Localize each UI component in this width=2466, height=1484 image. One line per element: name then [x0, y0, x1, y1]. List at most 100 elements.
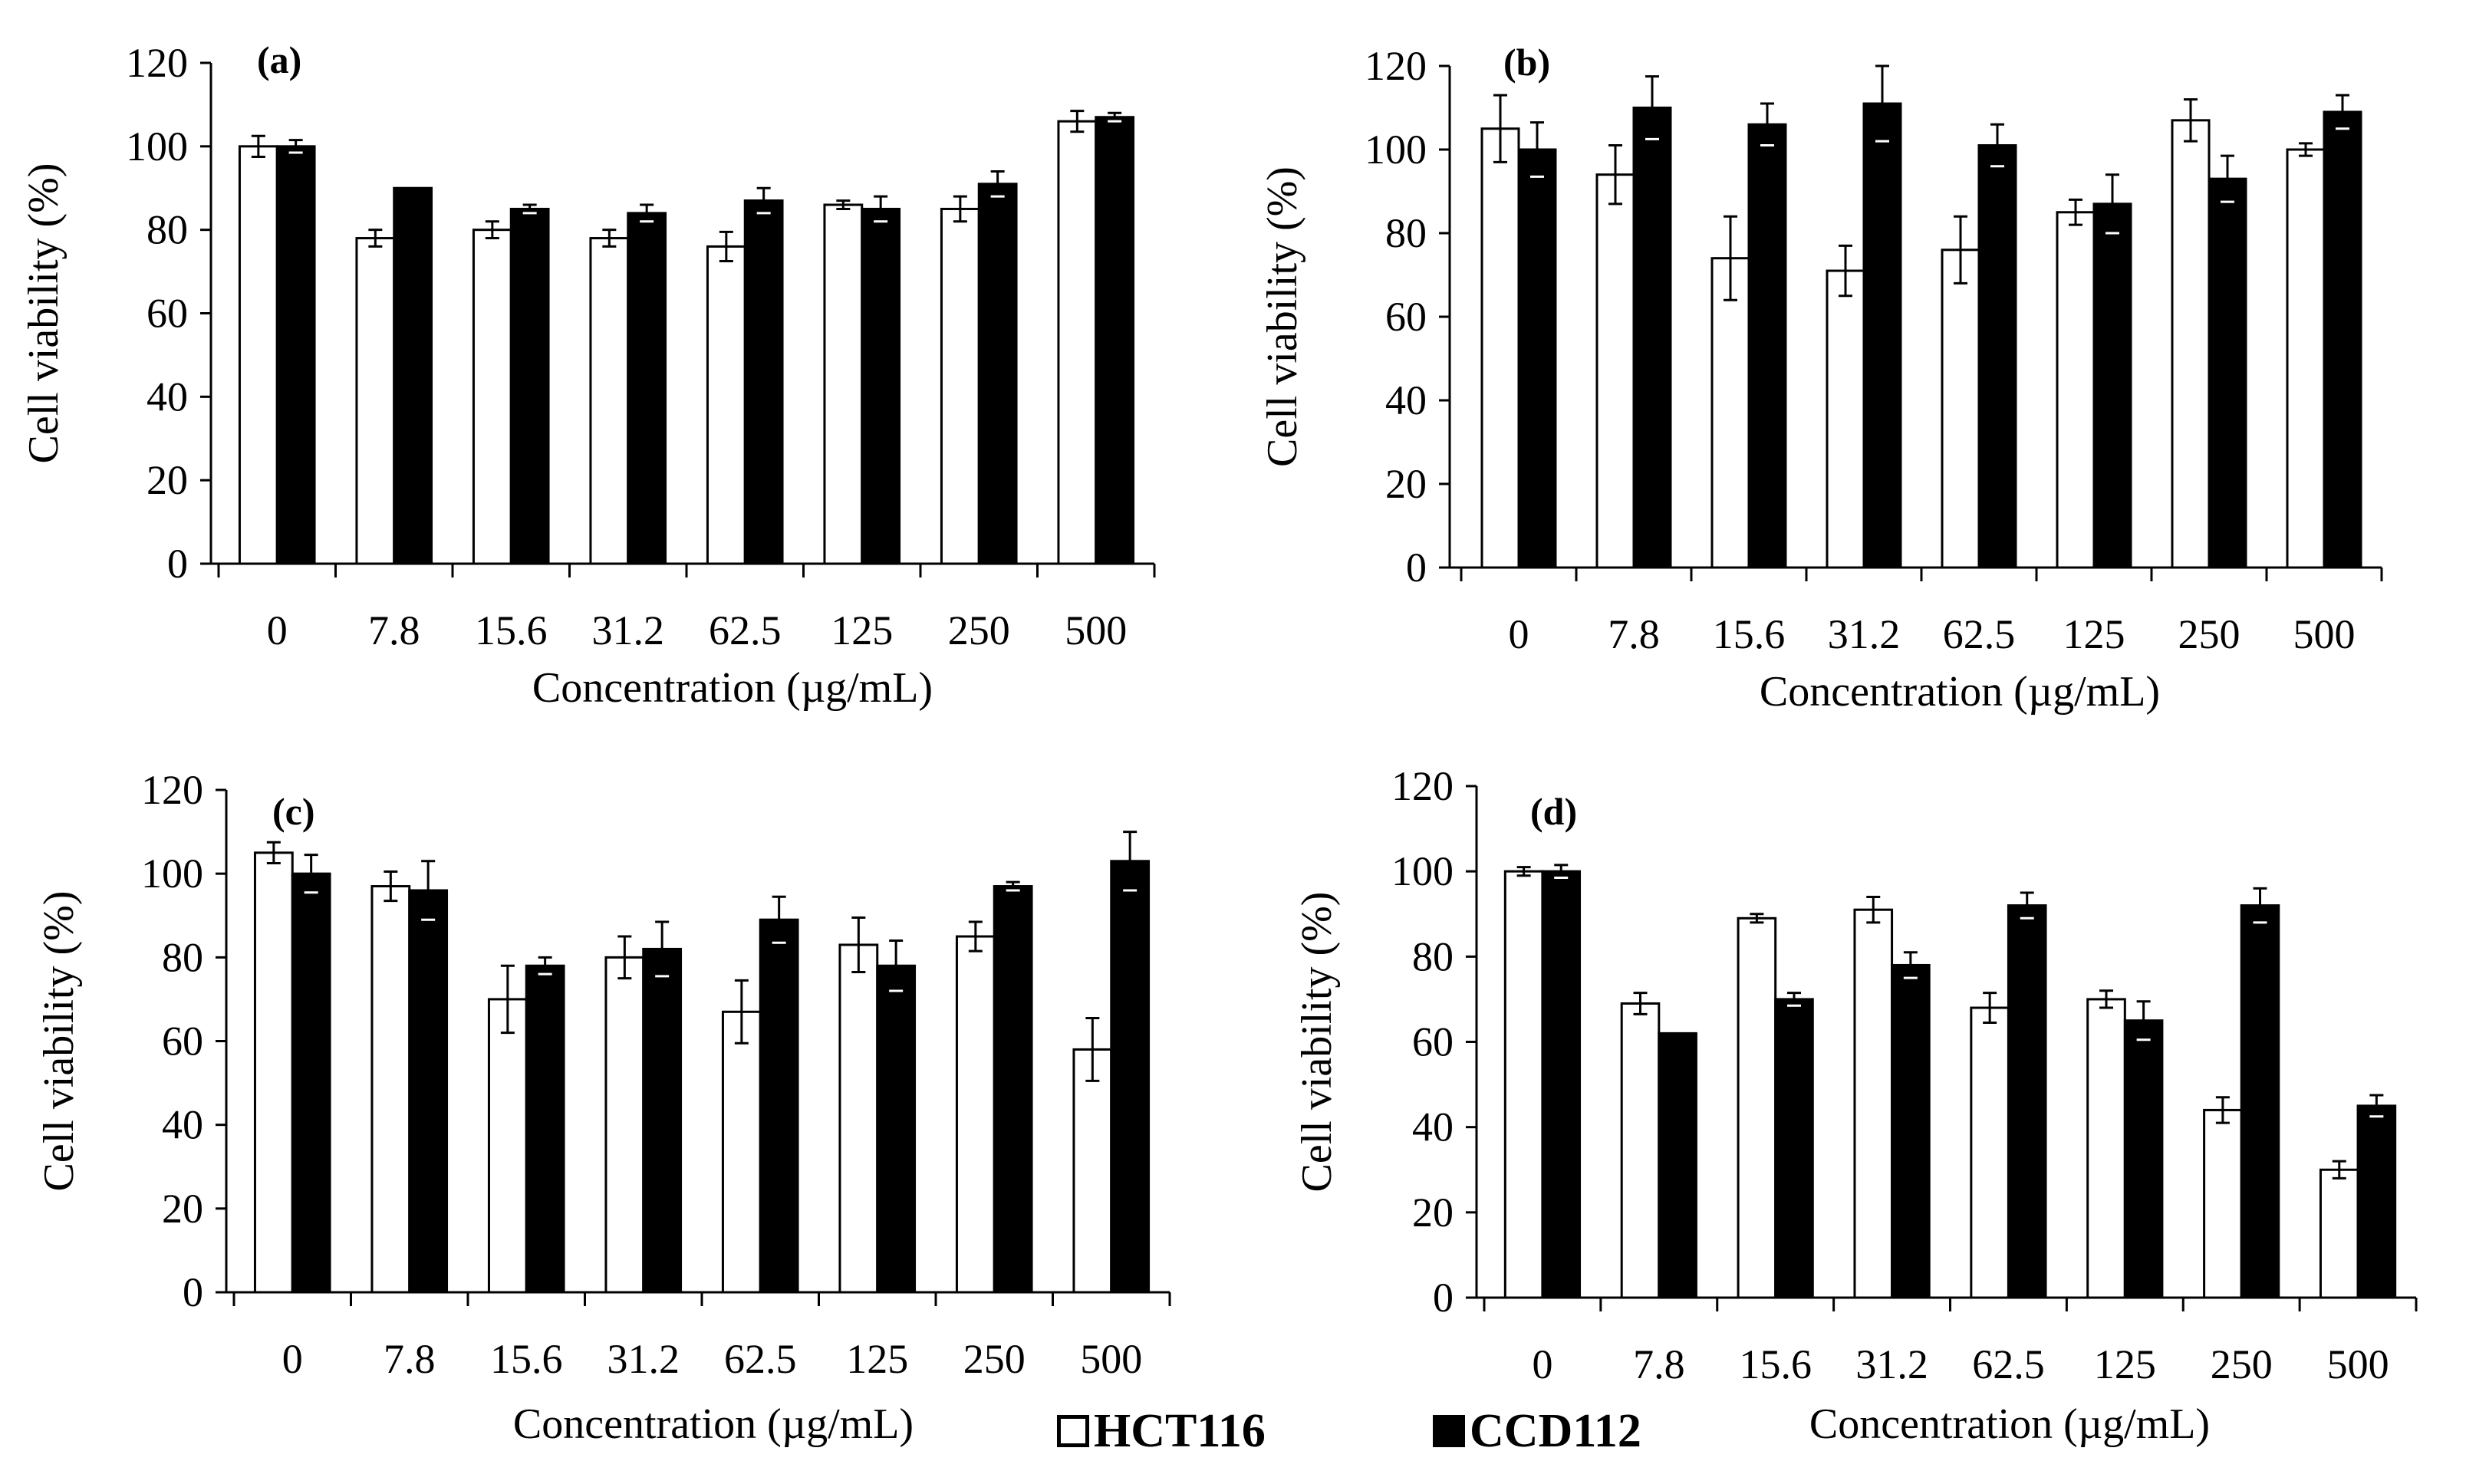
y-tick-label: 120	[1365, 43, 1427, 89]
error-bar	[734, 979, 749, 1045]
legend-label-hct116: HCT116	[1094, 1404, 1266, 1457]
y-tick-label: 0	[183, 1269, 203, 1315]
x-tick-label: 0	[267, 607, 288, 653]
x-tick-label: 250	[963, 1336, 1026, 1382]
bar-hct116	[823, 203, 864, 565]
error-bar	[640, 203, 654, 223]
bar-hct116	[2086, 998, 2126, 1299]
bar-ccd112	[291, 872, 331, 1294]
error-bar	[1516, 866, 1531, 877]
x-tick-label: 15.6	[1713, 611, 1786, 657]
y-tick-label: 60	[147, 291, 188, 337]
error-bar	[1006, 880, 1020, 892]
error-bar	[1903, 951, 1918, 979]
error-bar	[368, 229, 383, 248]
bar-hct116	[1826, 269, 1865, 569]
error-bar	[1493, 94, 1507, 163]
error-bar	[2215, 1096, 2230, 1124]
error-bar	[1954, 215, 1967, 285]
y-tick-label: 120	[1391, 763, 1454, 809]
bar-ccd112	[1862, 102, 1902, 569]
chart-panel-c: 0 20 40 60 80 100 120 0 7.8 15.6 31.2 62.5 125 250 500…	[35, 767, 1171, 1448]
error-bar	[500, 964, 515, 1035]
panel-label: (b)	[1503, 41, 1550, 84]
error-bar	[1070, 110, 1085, 133]
bar-hct116	[1970, 1006, 2010, 1299]
legend-label-ccd112: CCD112	[1470, 1404, 1641, 1457]
error-bar	[522, 203, 537, 215]
error-bar	[1608, 144, 1622, 206]
error-bar	[2020, 891, 2034, 920]
x-tick-label: 31.2	[1828, 611, 1901, 657]
error-bar	[485, 220, 499, 240]
y-tick-label: 100	[126, 123, 188, 169]
bar-ccd112	[1977, 144, 2017, 569]
x-tick-label: 0	[282, 1336, 303, 1382]
x-tick-label: 62.5	[1972, 1341, 2045, 1387]
x-tick-label: 7.8	[384, 1336, 436, 1382]
error-bar	[1645, 75, 1659, 140]
error-bar	[602, 229, 617, 248]
error-bar	[836, 199, 851, 210]
x-tick-label: 15.6	[1739, 1341, 1812, 1387]
error-bar	[1633, 992, 1648, 1015]
bar-ccd112	[627, 212, 667, 565]
y-tick-label: 100	[141, 851, 203, 897]
y-axis-title: Cell viability (%)	[1259, 166, 1306, 467]
y-tick-label: 40	[162, 1102, 203, 1148]
bar-hct116	[1072, 1048, 1113, 1294]
bar-hct116	[1057, 120, 1098, 565]
error-bar	[968, 920, 983, 953]
error-bar	[2253, 887, 2267, 924]
chart-panel-a: 0 20 40 60 80 100 120 0 7.8 15.6 31.2 62.5 125 250 500…	[20, 38, 1156, 712]
bar-ccd112	[743, 199, 784, 565]
error-bar	[1108, 111, 1122, 123]
panel-label: (a)	[257, 38, 301, 81]
error-bar	[1554, 864, 1569, 880]
error-bar	[266, 841, 281, 865]
error-bar	[617, 935, 632, 980]
bar-hct116	[940, 207, 980, 565]
error-bar	[1786, 992, 1801, 1007]
y-tick-label: 20	[1385, 461, 1427, 507]
error-bar	[851, 916, 866, 973]
panel-label: (d)	[1530, 790, 1577, 833]
bar-ccd112	[509, 207, 550, 565]
bar-hct116	[1480, 127, 1520, 569]
x-tick-label: 500	[1080, 1336, 1142, 1382]
y-axis-title: Cell viability (%)	[20, 163, 67, 464]
legend-hct116: HCT116	[1057, 1400, 1266, 1462]
error-bar	[538, 956, 552, 976]
x-tick-label: 31.2	[592, 607, 665, 653]
bar-ccd112	[759, 918, 799, 1294]
bar-ccd112	[977, 183, 1018, 565]
x-tick-label: 62.5	[709, 607, 782, 653]
bar-hct116	[238, 145, 278, 565]
bar-ccd112	[2356, 1104, 2397, 1299]
x-tick-label: 15.6	[475, 607, 548, 653]
error-bar	[1875, 64, 1889, 143]
y-tick-label: 40	[1385, 377, 1427, 423]
y-tick-label: 80	[1412, 933, 1454, 979]
error-bar	[1839, 244, 1852, 298]
bar-hct116	[589, 237, 630, 565]
error-bar	[2336, 94, 2349, 130]
x-tick-label: 15.6	[490, 1336, 563, 1382]
bar-hct116	[1503, 870, 1544, 1299]
legend-swatch-open	[1057, 1415, 1089, 1447]
y-tick-label: 80	[162, 934, 203, 980]
x-axis-title: Concentration (µg/mL)	[1809, 1400, 2210, 1448]
error-bar	[384, 870, 398, 903]
x-axis-title: Concentration (µg/mL)	[1760, 668, 2160, 716]
bar-ccd112	[1891, 963, 1931, 1299]
error-bar	[1760, 102, 1774, 147]
bar-ccd112	[2007, 904, 2047, 1299]
bar-hct116	[2286, 148, 2326, 569]
chart-panel-b: 0 20 40 60 80 100 120 0 7.8 15.6 31.2 62.5 125 250 500…	[1259, 41, 2383, 716]
error-bar	[756, 186, 771, 215]
bar-ccd112	[861, 207, 901, 565]
x-tick-label: 31.2	[1855, 1341, 1928, 1387]
x-tick-label: 125	[2063, 611, 2125, 657]
y-tick-label: 0	[1406, 545, 1427, 591]
